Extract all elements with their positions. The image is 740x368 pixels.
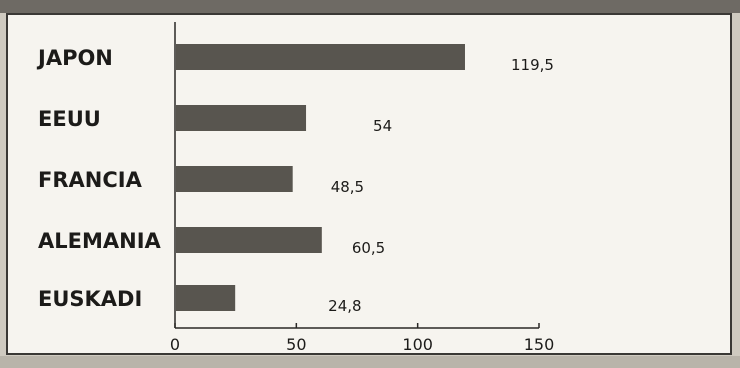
x-axis: 0 50 100 150 <box>170 22 554 354</box>
value-labels: 119,5 54 48,5 60,5 24,8 <box>328 56 554 315</box>
value-label-francia: 48,5 <box>331 178 364 196</box>
bar-euskadi <box>176 285 236 311</box>
top-border-band <box>0 0 740 13</box>
value-label-japon: 119,5 <box>511 56 554 74</box>
chart-panel <box>6 13 732 355</box>
value-label-alemania: 60,5 <box>352 239 385 257</box>
x-tick-label: 50 <box>286 335 306 354</box>
bar-alemania <box>176 227 322 253</box>
category-label-alemania: ALEMANIA <box>38 229 162 253</box>
bottom-border-band <box>0 356 740 368</box>
value-label-eeuu: 54 <box>373 117 392 135</box>
bar-eeuu <box>176 105 307 131</box>
x-tick-label: 100 <box>402 335 433 354</box>
category-label-eeuu: EEUU <box>38 107 101 131</box>
category-label-francia: FRANCIA <box>38 168 143 192</box>
bar-francia <box>176 166 293 192</box>
x-tick-label: 0 <box>170 335 180 354</box>
category-label-japon: JAPON <box>36 46 113 70</box>
bar-japon <box>176 44 465 70</box>
x-tick-label: 150 <box>524 335 555 354</box>
category-labels: JAPON EEUU FRANCIA ALEMANIA EUSKADI <box>36 46 162 311</box>
category-label-euskadi: EUSKADI <box>38 287 142 311</box>
bars-layer <box>176 44 465 311</box>
value-label-euskadi: 24,8 <box>328 297 361 315</box>
